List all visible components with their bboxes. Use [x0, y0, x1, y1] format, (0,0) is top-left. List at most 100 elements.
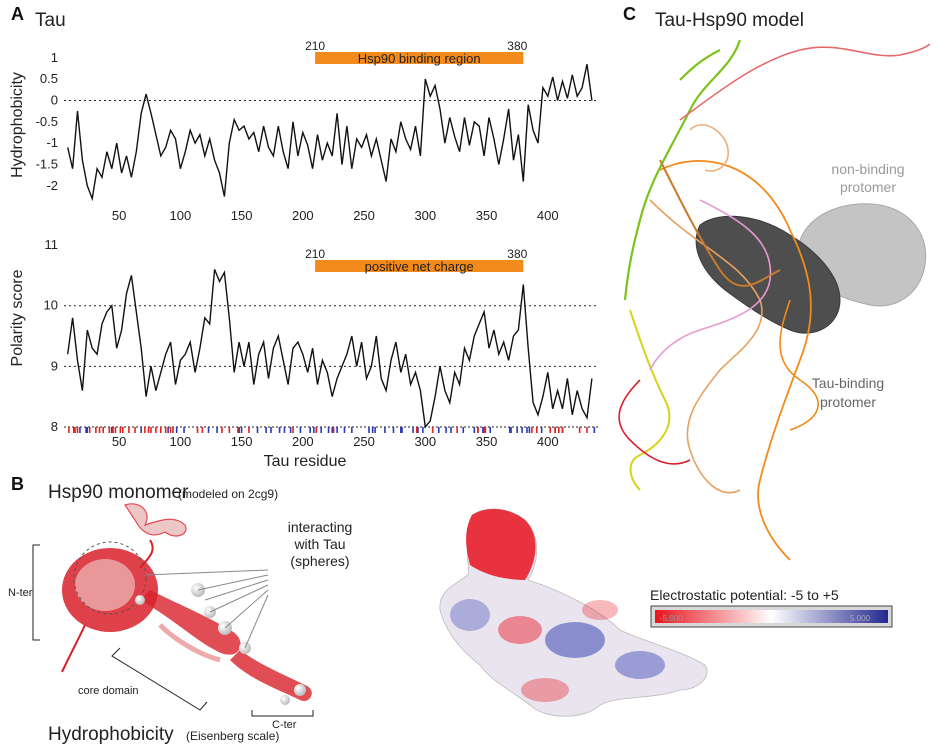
tau-binding-protomer [695, 215, 841, 334]
pol-region-bar [315, 260, 524, 272]
panel-b-subtitle: (modeled on 2cg9) [178, 487, 278, 501]
polarity-chart: 210 380 positive net charge 8 9 10 11 50 100… [9, 237, 598, 470]
panel-a-title: Tau [35, 10, 66, 31]
interacting-label-1: interacting [288, 519, 353, 535]
x-tick-label: 50 [112, 434, 126, 449]
y-tick-label: 10 [44, 298, 58, 313]
x-tick-label: 100 [170, 208, 192, 223]
tau-chain-orange-2 [779, 299, 819, 431]
y-tick-label: 1 [51, 50, 58, 65]
y-tick-label: 11 [45, 237, 59, 252]
hyd-region-label: Hsp90 binding region [358, 51, 481, 66]
tau-chain-peach [689, 124, 730, 172]
x-tick-label: 200 [292, 434, 314, 449]
panel-b-title: Hsp90 monomer [48, 482, 189, 503]
ribbon-n-dashed-circle [73, 541, 147, 615]
y-tick-label: -1.5 [36, 156, 58, 171]
x-tick-label: 100 [170, 434, 192, 449]
tau-contact-sphere-6 [294, 684, 306, 696]
core-domain-bracket [111, 647, 208, 711]
y-tick-label: 8 [51, 419, 58, 434]
tau-chain-green [623, 39, 742, 301]
interacting-label-3: (spheres) [290, 553, 349, 569]
electrostatic-min-value: -5.000 [660, 614, 683, 623]
x-tick-label: 250 [353, 434, 375, 449]
panel-a-letter: A [11, 4, 24, 24]
charge-ticks [68, 426, 596, 433]
hsp90-electrostatic-surface [439, 508, 708, 717]
panel-a: A Tau 210 380 Hsp90 binding region 1 0.5 0… [9, 4, 598, 470]
pol-y-axis-label: Polarity score [9, 269, 26, 366]
tau-chain-brown [659, 159, 781, 287]
non-binding-label-2: protomer [840, 179, 896, 195]
nter-bracket [32, 544, 40, 641]
tau-hsp90-model [618, 39, 931, 561]
pol-x-axis-label: Tau residue [264, 453, 347, 470]
tau-binding-label-2: protomer [820, 394, 876, 410]
cter-label: C-ter [272, 719, 297, 731]
surface-negative-patch-3 [582, 600, 618, 620]
surface-negative-patch-1 [498, 616, 542, 644]
tau-binding-label-1: Tau-binding [812, 375, 884, 391]
hydrophobicity-label: Hydrophobicity [48, 724, 174, 745]
hyd-series-line [67, 64, 593, 202]
electrostatic-label: Electrostatic potential: -5 to +5 [650, 587, 839, 603]
panel-c: C Tau-Hsp90 model non-binding protomer T… [618, 4, 931, 561]
tau-chain-tan [649, 199, 763, 494]
pol-region-start-label: 210 [305, 247, 325, 261]
pol-x-ticks: 50 100 150 200 250 300 350 400 [112, 434, 559, 449]
core-domain-label: core domain [78, 685, 139, 697]
tau-chain-red [618, 379, 691, 465]
tau-chain-salmon-top [679, 43, 931, 121]
y-tick-label: -2 [46, 178, 58, 193]
ribbon-core-helix [158, 623, 221, 663]
hyd-y-axis-label: Hydrophobicity [9, 72, 26, 178]
hyd-x-ticks: 50 100 150 200 250 300 350 400 [112, 208, 559, 223]
x-tick-label: 350 [476, 434, 498, 449]
hyd-region-start-label: 210 [305, 39, 325, 53]
x-tick-label: 200 [292, 208, 314, 223]
hydrophobicity-chart: 210 380 Hsp90 binding region 1 0.5 0 -0.5 -1… [9, 39, 598, 223]
pol-series-line [67, 269, 593, 429]
eisenberg-label: (Eisenberg scale) [186, 729, 279, 743]
surface-negative-lobe [466, 508, 536, 580]
nter-label: N-ter [8, 587, 33, 599]
hyd-region-bar [315, 52, 524, 64]
ribbon-core-domain [140, 590, 241, 655]
electrostatic-max-value: 5.000 [850, 614, 871, 623]
y-tick-label: -1 [46, 135, 58, 150]
panel-b-letter: B [11, 474, 24, 494]
interacting-label-2: with Tau [293, 536, 345, 552]
x-tick-label: 300 [414, 208, 436, 223]
non-binding-label-1: non-binding [831, 161, 904, 177]
hyd-region-end-label: 380 [507, 39, 527, 53]
x-tick-label: 350 [476, 208, 498, 223]
electrostatic-scale-bar [655, 610, 888, 623]
surface-positive-patch-2 [615, 651, 665, 679]
y-tick-label: 0 [51, 92, 58, 107]
x-tick-label: 50 [112, 208, 126, 223]
tau-chain-pink [649, 199, 772, 371]
tau-contact-sphere-7 [280, 695, 290, 705]
ribbon-c-domain [230, 650, 312, 702]
ribbon-n-core [75, 559, 135, 611]
ribbon-n-tail [61, 624, 86, 673]
surface-negative-patch-2 [521, 678, 569, 702]
pol-y-ticks: 8 9 10 11 [44, 237, 58, 434]
x-tick-label: 400 [537, 434, 559, 449]
panel-b: B Hsp90 monomer (modeled on 2cg9) [8, 474, 893, 745]
y-tick-label: 0.5 [40, 71, 58, 86]
surface-positive-patch-1 [545, 622, 605, 658]
pol-reference-lines [64, 305, 598, 428]
interaction-callout-lines [144, 569, 269, 649]
tau-chain-yellow [629, 309, 671, 491]
panel-c-title: Tau-Hsp90 model [655, 10, 804, 31]
x-tick-label: 150 [231, 208, 253, 223]
hyd-y-ticks: 1 0.5 0 -0.5 -1 -1.5 -2 [36, 50, 58, 193]
x-tick-label: 150 [231, 434, 253, 449]
y-tick-label: 9 [51, 358, 58, 373]
ribbon-top-loop [124, 503, 187, 537]
y-tick-label: -0.5 [36, 114, 58, 129]
pol-region-end-label: 380 [507, 247, 527, 261]
x-tick-label: 400 [537, 208, 559, 223]
